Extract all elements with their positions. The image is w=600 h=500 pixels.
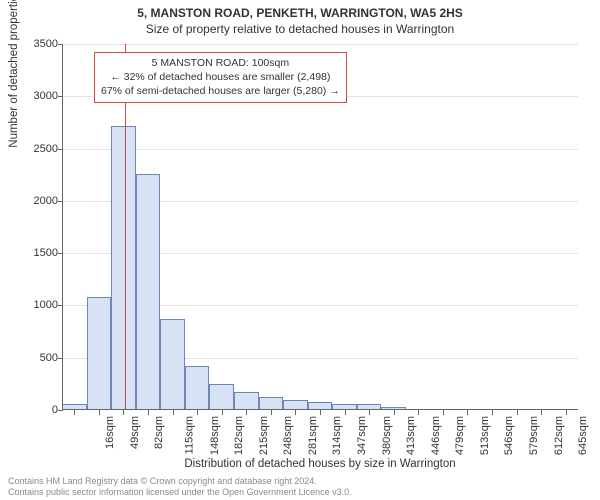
info-box-line2: ← 32% of detached houses are smaller (2,… bbox=[101, 70, 340, 84]
x-tick-label: 612sqm bbox=[553, 416, 565, 455]
info-box-line1: 5 MANSTON ROAD: 100sqm bbox=[101, 56, 340, 70]
x-tick-label: 413sqm bbox=[405, 416, 417, 455]
x-tick-label: 645sqm bbox=[577, 416, 589, 455]
x-tick-label: 148sqm bbox=[209, 416, 221, 455]
y-tick-label: 3500 bbox=[18, 38, 58, 50]
x-tick-label: 215sqm bbox=[258, 416, 270, 455]
x-tick-label: 281sqm bbox=[307, 416, 319, 455]
y-tick-label: 3000 bbox=[18, 90, 58, 102]
x-tick bbox=[467, 410, 468, 415]
x-tick-label: 314sqm bbox=[332, 416, 344, 455]
x-tick-label: 479sqm bbox=[454, 416, 466, 455]
x-tick-label: 380sqm bbox=[381, 416, 393, 455]
histogram-bar bbox=[160, 319, 185, 410]
x-tick-label: 546sqm bbox=[504, 416, 516, 455]
x-tick bbox=[369, 410, 370, 415]
y-tick-label: 1000 bbox=[18, 299, 58, 311]
y-tick-label: 2500 bbox=[18, 143, 58, 155]
y-tick-label: 2000 bbox=[18, 195, 58, 207]
x-tick bbox=[418, 410, 419, 415]
x-tick bbox=[295, 410, 296, 415]
x-tick-label: 182sqm bbox=[233, 416, 245, 455]
y-axis-line bbox=[62, 44, 63, 410]
x-tick-label: 446sqm bbox=[430, 416, 442, 455]
chart-title-sub: Size of property relative to detached ho… bbox=[0, 22, 600, 36]
x-tick-label: 16sqm bbox=[104, 416, 116, 449]
info-box: 5 MANSTON ROAD: 100sqm ← 32% of detached… bbox=[94, 52, 347, 103]
x-tick bbox=[74, 410, 75, 415]
x-tick bbox=[345, 410, 346, 415]
x-tick bbox=[443, 410, 444, 415]
x-tick bbox=[320, 410, 321, 415]
footer-attribution: Contains HM Land Registry data © Crown c… bbox=[8, 476, 352, 499]
x-tick bbox=[394, 410, 395, 415]
histogram-bar bbox=[209, 384, 234, 410]
x-tick bbox=[492, 410, 493, 415]
x-tick bbox=[566, 410, 567, 415]
x-tick bbox=[246, 410, 247, 415]
y-tick-label: 0 bbox=[18, 404, 58, 416]
x-tick-label: 347sqm bbox=[356, 416, 368, 455]
x-tick-label: 513sqm bbox=[479, 416, 491, 455]
y-tick-label: 1500 bbox=[18, 247, 58, 259]
x-tick bbox=[271, 410, 272, 415]
x-axis-title: Distribution of detached houses by size … bbox=[62, 458, 578, 470]
x-axis-labels: 16sqm 49sqm 82sqm 115sqm 148sqm 182sqm 215sqm 2… bbox=[62, 410, 578, 458]
y-tick-label: 500 bbox=[18, 352, 58, 364]
x-tick bbox=[123, 410, 124, 415]
histogram-bar bbox=[111, 126, 136, 410]
chart-container: 5, MANSTON ROAD, PENKETH, WARRINGTON, WA… bbox=[0, 0, 600, 500]
gridline bbox=[62, 149, 578, 150]
x-tick-label: 248sqm bbox=[282, 416, 294, 455]
x-tick bbox=[173, 410, 174, 415]
x-tick bbox=[541, 410, 542, 415]
footer-line2: Contains public sector information licen… bbox=[8, 487, 352, 498]
histogram-bar bbox=[87, 297, 112, 410]
chart-title-main: 5, MANSTON ROAD, PENKETH, WARRINGTON, WA… bbox=[0, 6, 600, 20]
x-tick-label: 579sqm bbox=[528, 416, 540, 455]
x-tick-label: 49sqm bbox=[129, 416, 141, 449]
footer-line1: Contains HM Land Registry data © Crown c… bbox=[8, 476, 352, 487]
info-box-line3: 67% of semi-detached houses are larger (… bbox=[101, 84, 340, 98]
x-tick bbox=[99, 410, 100, 415]
x-tick bbox=[222, 410, 223, 415]
x-tick bbox=[197, 410, 198, 415]
histogram-bar bbox=[234, 392, 259, 410]
x-tick-label: 115sqm bbox=[183, 416, 195, 454]
x-tick bbox=[148, 410, 149, 415]
histogram-bar bbox=[136, 174, 161, 410]
x-tick bbox=[517, 410, 518, 415]
gridline bbox=[62, 44, 578, 45]
y-axis-labels: 0500100015002000250030003500 bbox=[14, 44, 62, 410]
x-tick-label: 82sqm bbox=[153, 416, 165, 449]
histogram-bar bbox=[185, 366, 210, 410]
